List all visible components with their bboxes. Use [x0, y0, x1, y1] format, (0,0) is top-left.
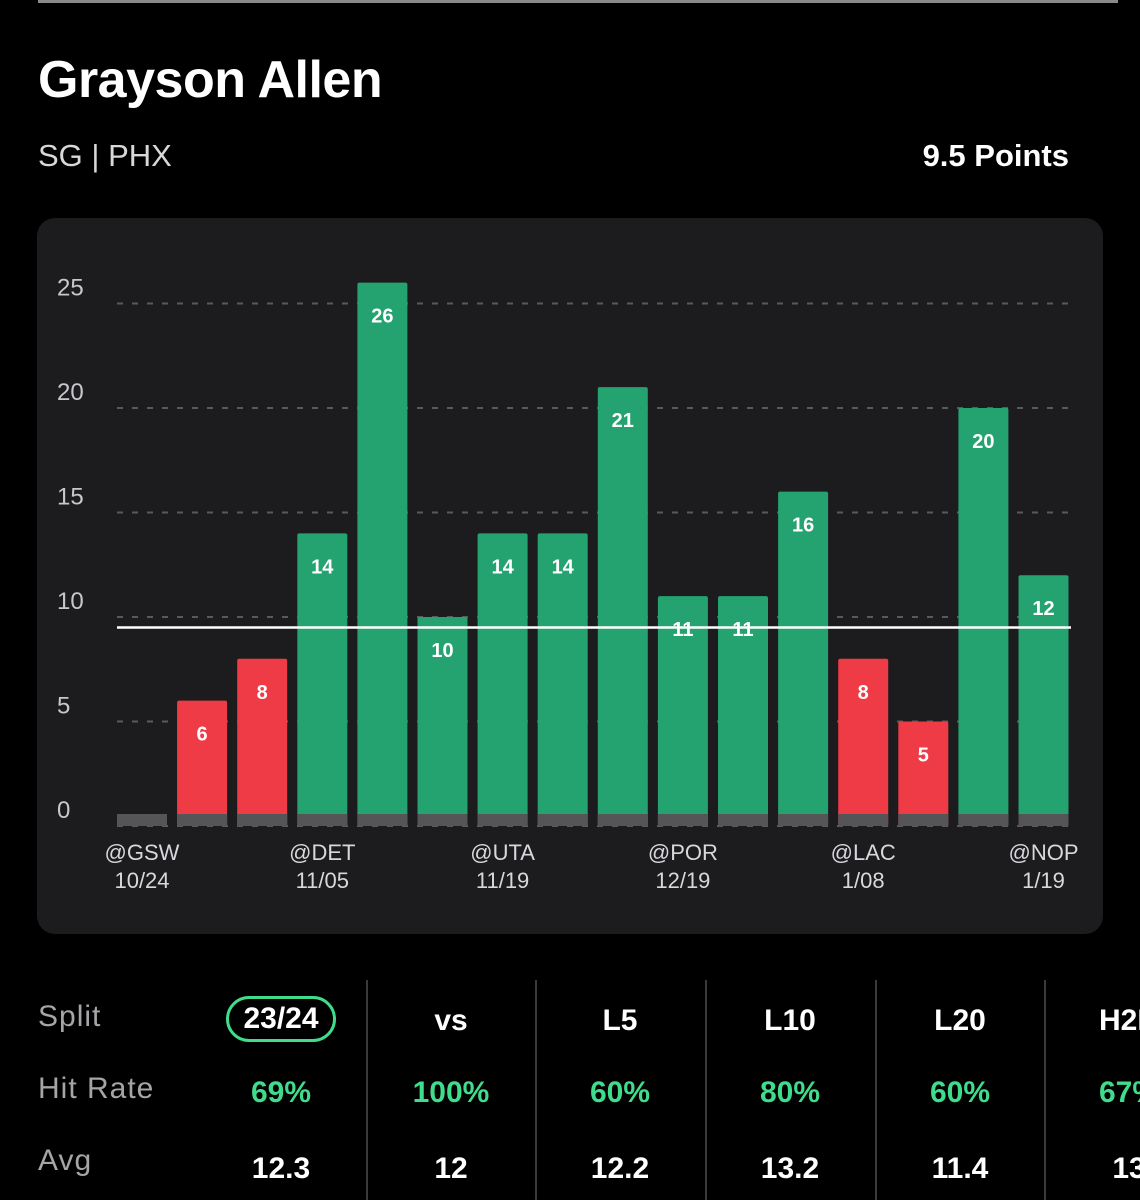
bar: [718, 596, 768, 826]
bar-value-label: 8: [858, 682, 869, 704]
bar-baseline: [657, 814, 708, 826]
bar-baseline: [597, 814, 648, 826]
x-label-opponent: @GSW: [105, 840, 180, 865]
bar-baseline: [958, 814, 1009, 826]
bar-value-label: 26: [371, 306, 393, 328]
x-label-opponent: @NOP: [1008, 840, 1078, 865]
x-label-opponent: @LAC: [831, 840, 896, 865]
bar-baseline: [177, 814, 228, 826]
hit-rate-l10: 80%: [759, 1076, 821, 1109]
x-label-date: 1/19: [1022, 868, 1065, 893]
bar: [537, 533, 588, 826]
column-divider: [366, 980, 368, 1200]
row-label-hit-rate: Hit Rate: [38, 1072, 155, 1105]
game-log-chart: 0 5 10 15 20 25 6 8 14 26 10 14 14 21 11 11 16 8 5 20 12 @GSW…: [37, 218, 1103, 934]
x-label-date: 12/19: [655, 868, 710, 893]
bar-value-label: 14: [311, 556, 334, 578]
bar-baseline: [1018, 814, 1069, 826]
hit-rate-l20: 60%: [929, 1076, 991, 1109]
bar: [657, 596, 708, 826]
column-divider: [705, 980, 707, 1200]
top-divider: [38, 0, 1118, 3]
row-label-split: Split: [38, 1000, 102, 1033]
bar: [838, 658, 889, 826]
bar: [177, 700, 228, 826]
bar: [597, 387, 648, 826]
bar-baseline: [537, 814, 588, 826]
bar-baseline: [417, 814, 468, 826]
bar-baseline: [898, 814, 949, 826]
x-label-date: 11/19: [476, 868, 529, 893]
avg-l10: 13.2: [760, 1152, 820, 1185]
split-tab-l5[interactable]: L5: [602, 1004, 638, 1037]
bar-value-label: 11: [732, 619, 753, 641]
bar: [417, 617, 468, 826]
x-label-date: 11/05: [296, 868, 349, 893]
bar-value-label: 14: [552, 556, 575, 578]
bar-value-label: 14: [491, 556, 514, 578]
player-position-team: SG | PHX: [38, 138, 172, 173]
avg-h2h: 13: [1112, 1152, 1140, 1185]
column-divider: [875, 980, 877, 1200]
hit-rate-season: 69%: [250, 1076, 312, 1109]
split-tab-season[interactable]: 23/24: [196, 996, 366, 1042]
bar-value-label: 6: [197, 724, 208, 746]
bar: [477, 533, 528, 826]
y-tick-label: 15: [57, 484, 84, 511]
hit-rate-vs: 100%: [412, 1076, 490, 1109]
x-label-opponent: @UTA: [470, 840, 535, 865]
y-tick-label: 25: [57, 275, 84, 302]
bar-value-label: 21: [612, 410, 634, 432]
bar-baseline: [297, 814, 348, 826]
bar: [1018, 575, 1069, 826]
bar: [778, 491, 829, 826]
bar-value-label: 20: [972, 431, 994, 453]
bar-baseline: [838, 814, 889, 826]
y-tick-label: 0: [57, 797, 70, 824]
avg-season: 12.3: [251, 1152, 311, 1185]
y-tick-label: 5: [57, 693, 70, 720]
hit-rate-l5: 60%: [589, 1076, 651, 1109]
avg-l5: 12.2: [590, 1152, 650, 1185]
split-tab-h2h[interactable]: H2H: [1098, 1004, 1140, 1037]
bar-value-label: 10: [431, 640, 453, 662]
bar-baseline: [237, 814, 288, 826]
split-tab-vs[interactable]: vs: [434, 1004, 468, 1037]
selected-split-pill: 23/24: [226, 996, 336, 1042]
bar: [898, 721, 949, 826]
bar-value-label: 5: [918, 745, 929, 767]
column-divider: [1044, 980, 1046, 1200]
bar-baseline: [117, 814, 167, 826]
bar: [357, 282, 408, 827]
prop-line[interactable]: 9.5 Points: [922, 138, 1069, 173]
x-label-date: 1/08: [842, 868, 885, 893]
bar-baseline: [477, 814, 528, 826]
column-divider: [535, 980, 537, 1200]
bar: [958, 408, 1009, 826]
avg-l20: 11.4: [931, 1152, 989, 1185]
player-name: Grayson Allen: [38, 51, 383, 109]
bar: [297, 533, 348, 826]
bar-chart: 0 5 10 15 20 25 6 8 14 26 10 14 14 21 11 11 16 8 5 20 12 @GSW…: [57, 275, 1079, 894]
bar-value-label: 12: [1032, 598, 1054, 620]
bar-baseline: [718, 814, 768, 826]
split-tab-l10[interactable]: L10: [764, 1004, 816, 1037]
bar: [237, 658, 288, 826]
row-label-avg: Avg: [38, 1144, 93, 1177]
avg-vs: 12: [434, 1152, 468, 1185]
x-label-opponent: @POR: [648, 840, 718, 865]
bar-value-label: 8: [257, 682, 268, 704]
bar-value-label: 16: [792, 515, 814, 537]
split-tab-l20[interactable]: L20: [934, 1004, 986, 1037]
splits-table: Split Hit Rate Avg 23/24 69% 12.3 vs 100…: [0, 980, 1140, 1200]
bar-baseline: [778, 814, 829, 826]
bar-value-label: 11: [672, 619, 693, 641]
y-tick-label: 10: [57, 588, 84, 615]
bar-baseline: [357, 814, 408, 826]
y-tick-label: 20: [57, 379, 84, 406]
x-label-opponent: @DET: [289, 840, 355, 865]
x-label-date: 10/24: [114, 868, 169, 893]
hit-rate-h2h: 67%: [1098, 1076, 1140, 1109]
